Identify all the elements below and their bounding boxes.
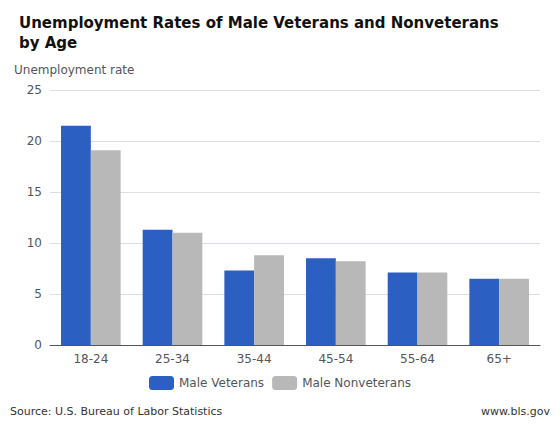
svg-text:10: 10 — [27, 236, 42, 250]
svg-text:65+: 65+ — [487, 352, 512, 366]
svg-text:Source: U.S. Bureau of Labor S: Source: U.S. Bureau of Labor Statistics — [10, 405, 223, 418]
svg-text:by Age: by Age — [19, 34, 77, 52]
svg-text:Unemployment Rates of Male Vet: Unemployment Rates of Male Veterans and … — [19, 14, 499, 32]
svg-text:Unemployment rate: Unemployment rate — [14, 63, 134, 77]
svg-text:45-54: 45-54 — [318, 352, 353, 366]
svg-text:Male Veterans: Male Veterans — [179, 376, 264, 390]
svg-text:15: 15 — [27, 185, 42, 199]
svg-text:www.bls.gov: www.bls.gov — [481, 405, 550, 418]
svg-text:35-44: 35-44 — [237, 352, 272, 366]
svg-text:25: 25 — [27, 83, 42, 97]
svg-text:55-64: 55-64 — [400, 352, 435, 366]
svg-text:0: 0 — [34, 338, 42, 352]
svg-text:Male Nonveterans: Male Nonveterans — [302, 376, 411, 390]
svg-text:25-34: 25-34 — [155, 352, 190, 366]
svg-text:5: 5 — [34, 287, 42, 301]
svg-text:20: 20 — [27, 134, 42, 148]
svg-text:18-24: 18-24 — [73, 352, 108, 366]
